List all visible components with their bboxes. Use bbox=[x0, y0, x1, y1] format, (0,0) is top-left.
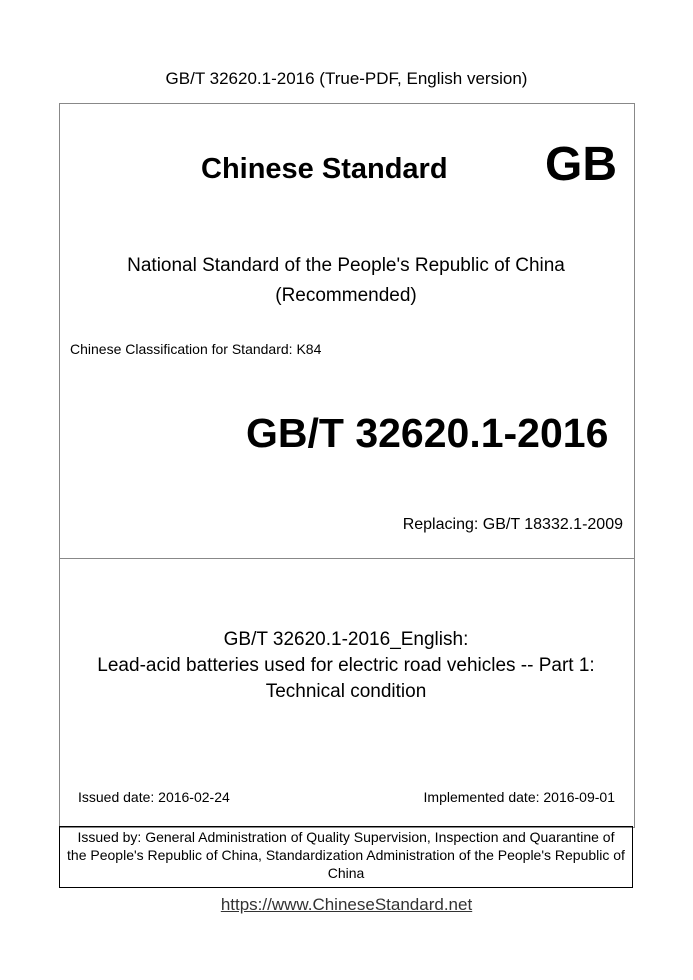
national-line-1: National Standard of the People's Republ… bbox=[127, 255, 565, 276]
replacing: Replacing: GB/T 18332.1-2009 bbox=[402, 516, 623, 533]
issued-by-line-2: the People's Republic of China, Standard… bbox=[67, 847, 625, 863]
standard-number: GB/T 32620.1-2016 bbox=[246, 410, 609, 456]
implemented-date: Implemented date: 2016-09-01 bbox=[423, 789, 615, 805]
chinese-standard-heading: Chinese Standard bbox=[201, 153, 448, 185]
classification: Chinese Classification for Standard: K84 bbox=[70, 341, 322, 357]
issued-date: Issued date: 2016-02-24 bbox=[78, 789, 230, 805]
national-line-2: (Recommended) bbox=[275, 285, 417, 306]
cover-top-box bbox=[59, 103, 635, 559]
website-link[interactable]: https://www.ChineseStandard.net bbox=[220, 895, 473, 914]
national-standard-text: National Standard of the People's Republ… bbox=[59, 251, 633, 311]
document-title: GB/T 32620.1-2016_English: Lead-acid bat… bbox=[59, 627, 633, 705]
title-line-1: GB/T 32620.1-2016_English: bbox=[223, 629, 469, 650]
issued-by: Issued by: General Administration of Qua… bbox=[59, 828, 633, 882]
issued-by-line-3: China bbox=[327, 865, 365, 881]
title-line-2: Lead-acid batteries used for electric ro… bbox=[97, 655, 595, 676]
cover-title-box bbox=[59, 558, 635, 828]
page-header: GB/T 32620.1-2016 (True-PDF, English ver… bbox=[165, 69, 528, 88]
gb-mark: GB bbox=[545, 138, 617, 191]
issued-by-line-1: Issued by: General Administration of Qua… bbox=[77, 829, 615, 845]
issued-by-box bbox=[59, 826, 633, 888]
title-line-3: Technical condition bbox=[265, 681, 427, 702]
